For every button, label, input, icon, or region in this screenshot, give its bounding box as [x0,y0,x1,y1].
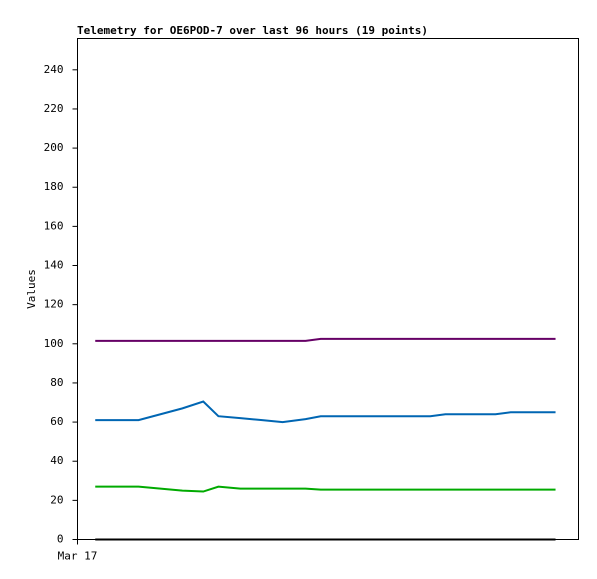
y-tick-label: 120 [44,298,64,311]
y-tick-label: 200 [44,141,64,154]
y-axis-label: Values [25,269,38,309]
y-tick-label: 160 [44,219,64,232]
series-line [95,337,556,342]
y-tick-label: 80 [50,376,63,389]
y-tick-label: 140 [44,259,64,272]
series-line [95,485,556,493]
y-tick-label: 180 [44,180,64,193]
plot-frame [77,38,579,540]
y-tick-label: 60 [50,415,63,428]
chart-title: Telemetry for OE6POD-7 over last 96 hour… [77,24,428,37]
series-line [95,400,556,424]
y-tick-label: 40 [50,454,63,467]
x-tick-label: Mar 17 [58,550,98,563]
y-tick-label: 0 [57,533,64,546]
y-tick-label: 220 [44,102,64,115]
y-tick-label: 100 [44,337,64,350]
y-tick-label: 20 [50,493,63,506]
y-tick-label: 240 [44,63,64,76]
